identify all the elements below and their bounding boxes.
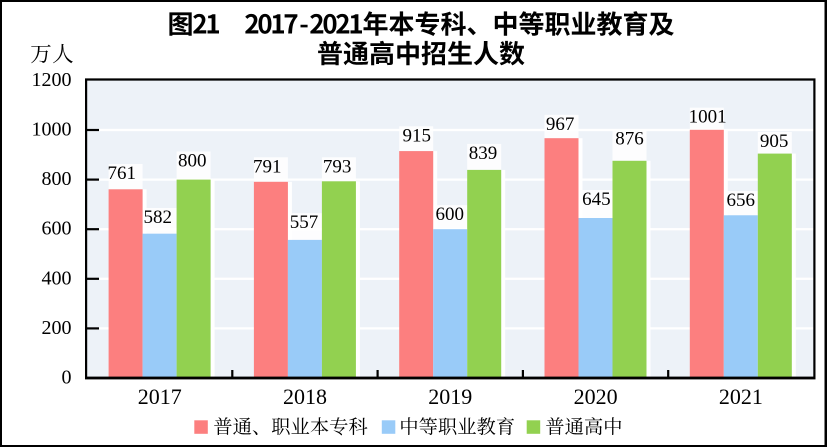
- svg-text:656: 656: [727, 190, 756, 211]
- svg-text:2021: 2021: [719, 384, 763, 409]
- svg-text:905: 905: [760, 131, 789, 152]
- svg-text:645: 645: [582, 189, 611, 210]
- svg-text:1001: 1001: [689, 107, 727, 128]
- svg-text:0: 0: [62, 367, 72, 389]
- svg-text:400: 400: [42, 267, 72, 289]
- svg-text:800: 800: [42, 168, 72, 190]
- svg-text:600: 600: [436, 204, 465, 225]
- svg-text:582: 582: [144, 207, 173, 228]
- svg-text:915: 915: [402, 125, 431, 146]
- svg-text:1000: 1000: [32, 119, 72, 141]
- svg-text:557: 557: [290, 212, 319, 233]
- svg-text:967: 967: [546, 114, 575, 135]
- svg-text:793: 793: [323, 156, 352, 177]
- svg-text:761: 761: [107, 163, 136, 184]
- svg-text:2019: 2019: [428, 384, 472, 409]
- svg-text:600: 600: [42, 218, 72, 240]
- svg-text:876: 876: [615, 129, 644, 150]
- svg-text:200: 200: [42, 317, 72, 339]
- svg-text:791: 791: [253, 156, 282, 177]
- svg-text:2020: 2020: [574, 384, 618, 409]
- svg-text:2018: 2018: [283, 384, 327, 409]
- svg-text:839: 839: [469, 143, 498, 164]
- svg-text:800: 800: [178, 151, 207, 172]
- svg-text:1200: 1200: [32, 69, 72, 91]
- svg-text:2017: 2017: [138, 384, 182, 409]
